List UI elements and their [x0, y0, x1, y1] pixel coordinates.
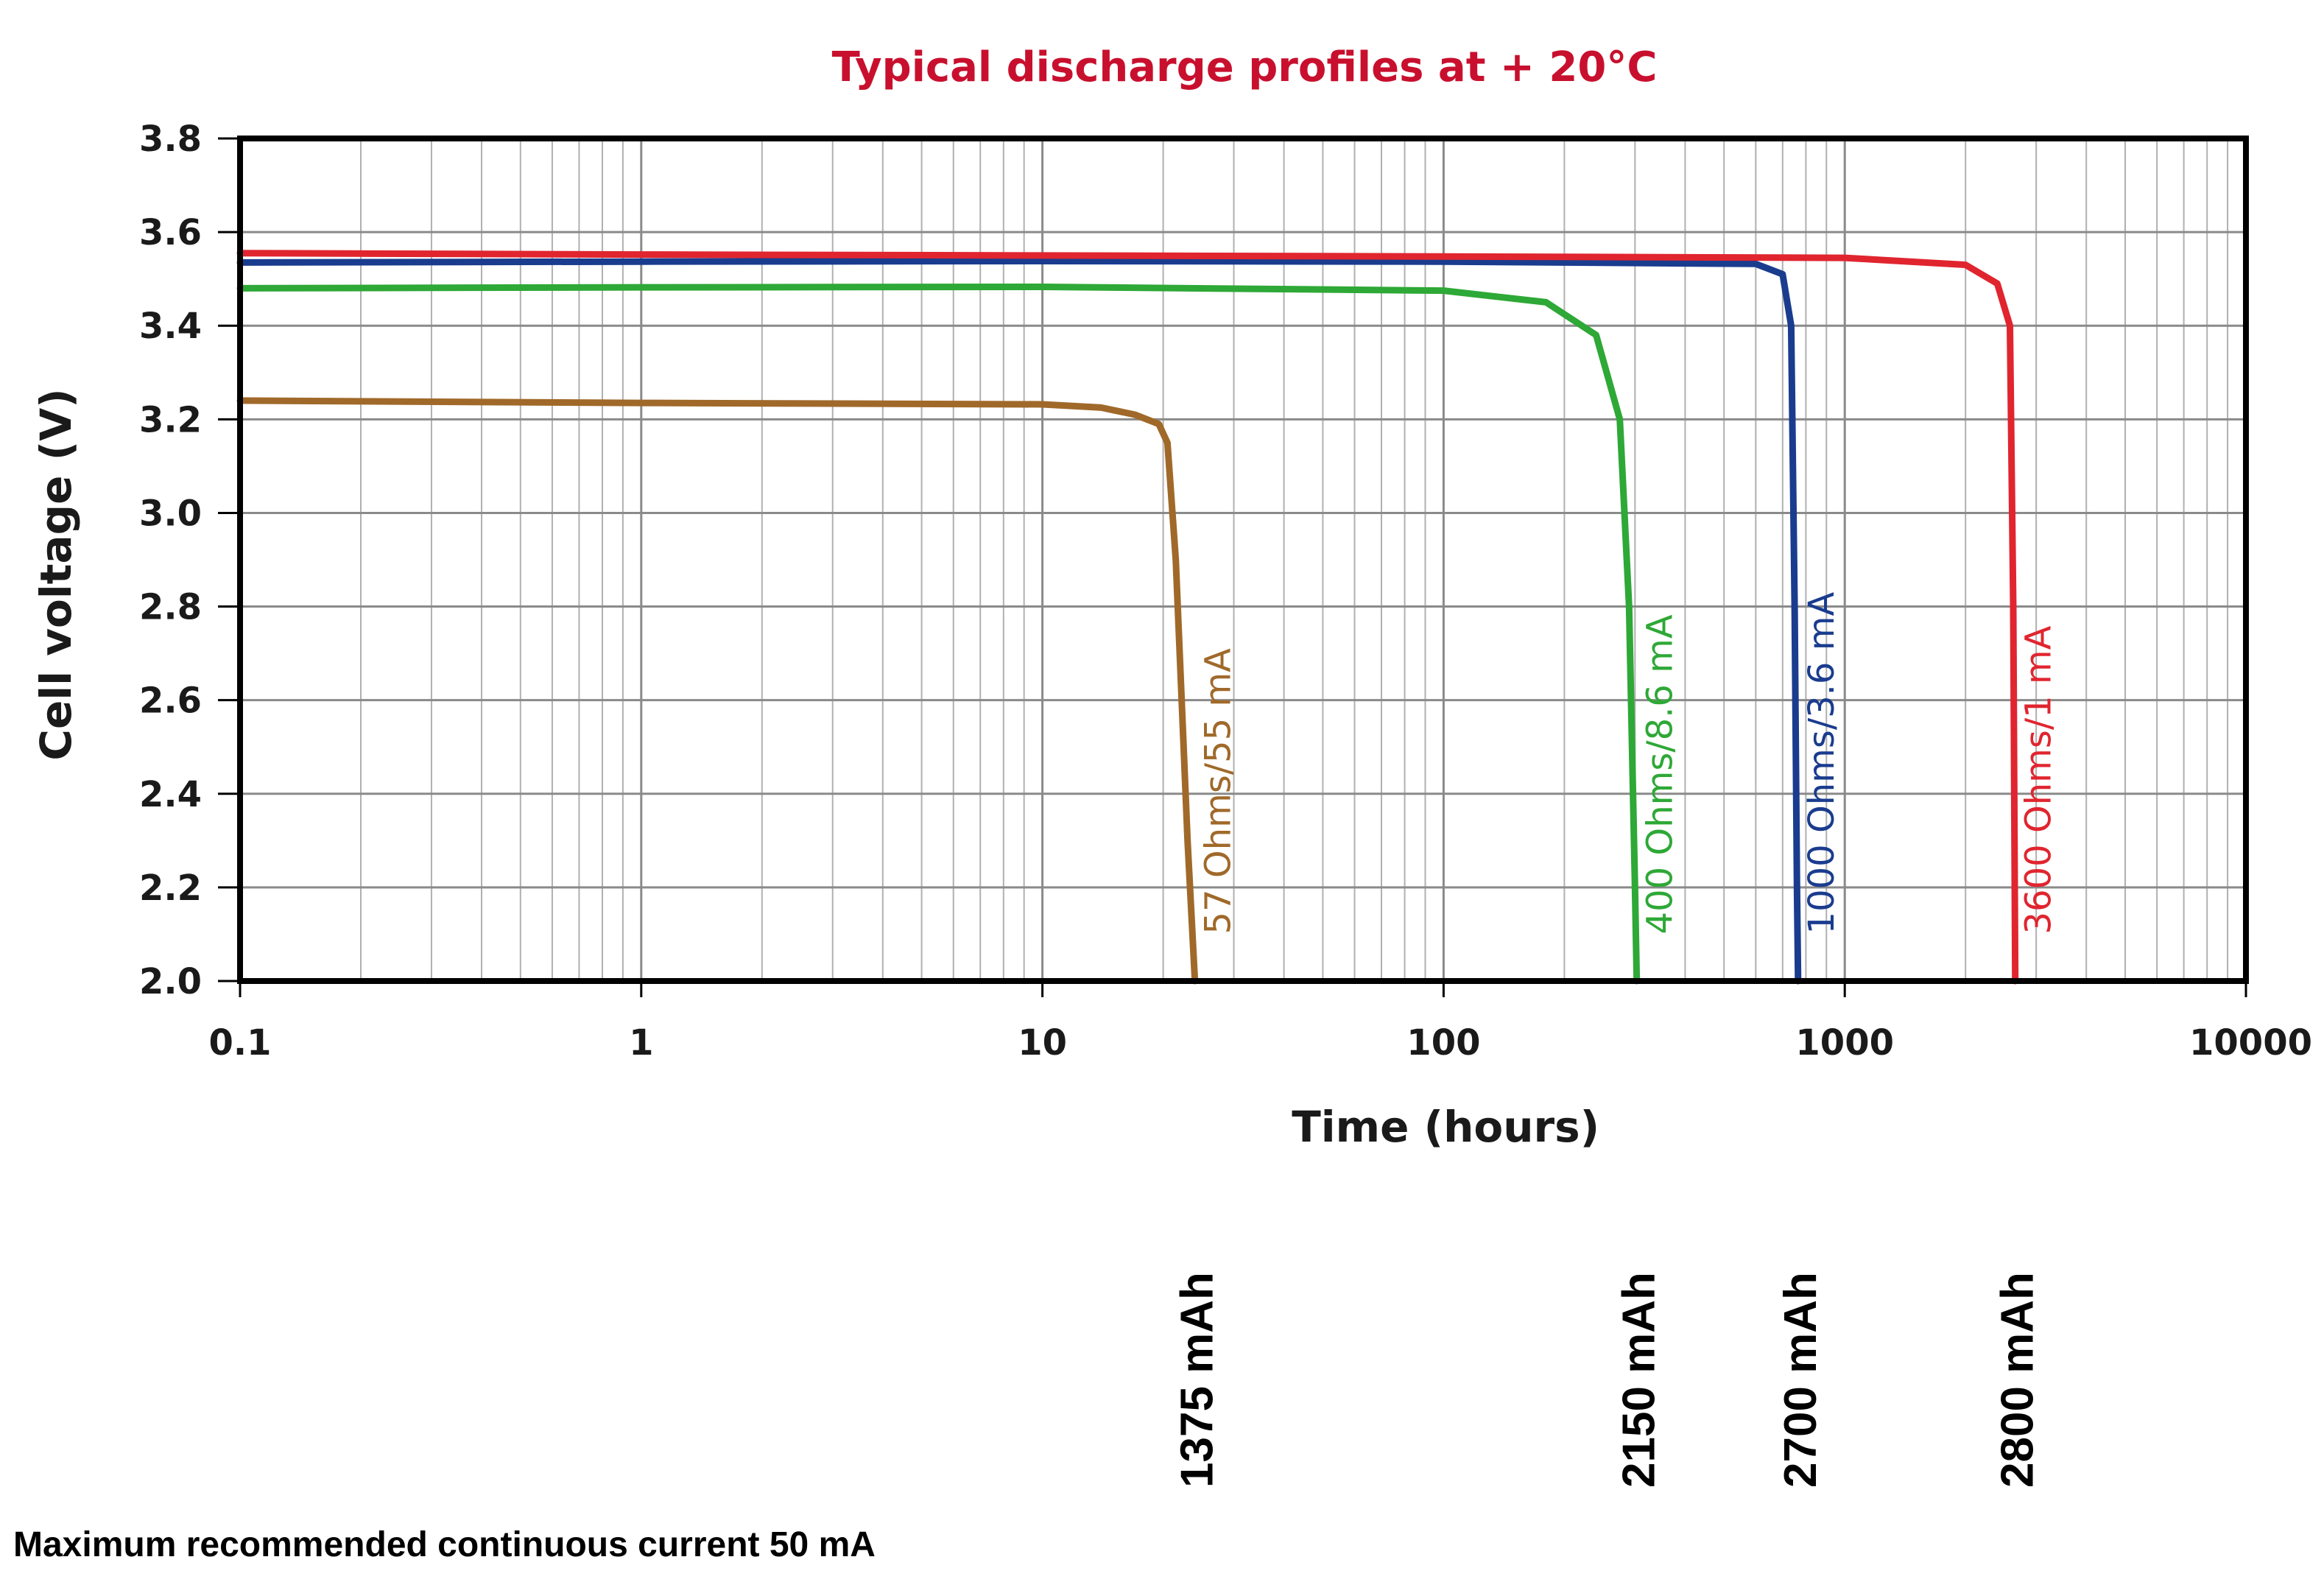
chart-title: Typical discharge profiles at + 20°C: [832, 43, 1658, 91]
x-axis-label: Time (hours): [1292, 1102, 1599, 1152]
series-line-0: [236, 397, 1199, 985]
grid-lines: [240, 138, 2246, 981]
series-label-1: 400 Ohms/8.6 mA: [1640, 614, 1681, 934]
x-tick-label: 100: [1406, 1022, 1480, 1064]
y-tick-label: 3.0: [139, 493, 202, 534]
y-tick-label: 2.2: [139, 868, 202, 909]
x-tick-label: 10000: [2189, 1022, 2312, 1064]
y-tick-label: 2.6: [139, 681, 202, 722]
y-tick-label: 3.2: [139, 399, 202, 440]
x-tick-label: 0.1: [208, 1022, 271, 1064]
series-label-3: 3600 Ohms/1 mA: [2018, 625, 2060, 934]
y-tick-label: 3.4: [139, 306, 202, 347]
y-tick-label: 2.0: [139, 961, 202, 1002]
capacity-label-3: 2800 mAh: [1993, 1272, 2043, 1488]
y-tick-label: 2.8: [139, 587, 202, 628]
axis-ticks: 2.0 2.2 2.4 2.6 2.8 3.0 3.2 3.4 3.6 3.8 0.1 1 10 100 1…: [139, 119, 2312, 1064]
y-tick-label: 3.6: [139, 212, 202, 253]
series-label-0: 57 Ohms/55 mA: [1198, 648, 1239, 935]
series-lines: [236, 250, 2019, 985]
x-tick-label: 1: [629, 1022, 653, 1064]
footnote: Maximum recommended continuous current 5…: [13, 1525, 876, 1564]
x-tick-label: 1000: [1795, 1022, 1894, 1064]
series-label-2: 1000 Ohms/3.6 mA: [1801, 592, 1842, 935]
y-tick-label: 2.4: [139, 774, 202, 815]
series-line-3: [236, 250, 2019, 985]
capacity-label-1: 2150 mAh: [1614, 1272, 1665, 1488]
series-labels: 57 Ohms/55 mA 400 Ohms/8.6 mA 1000 Ohms/3.…: [1198, 592, 2060, 935]
x-tick-label: 10: [1018, 1022, 1067, 1064]
series-line-1: [236, 284, 1641, 985]
y-tick-label: 3.8: [139, 119, 202, 160]
y-axis-label: Cell voltage (V): [31, 388, 81, 760]
series-line-2: [236, 258, 1802, 985]
capacity-label-2: 2700 mAh: [1775, 1272, 1826, 1488]
capacity-label-0: 1375 mAh: [1172, 1272, 1223, 1488]
capacity-labels: 1375 mAh 2150 mAh 2700 mAh 2800 mAh: [1172, 1272, 2043, 1488]
plot-frame: [237, 136, 2249, 984]
